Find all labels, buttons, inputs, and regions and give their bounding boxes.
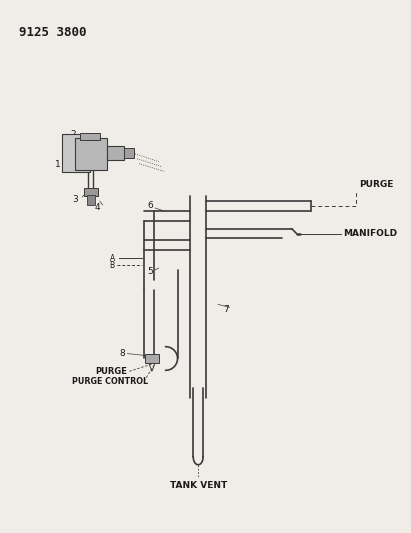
Text: 8: 8 [120,349,125,358]
Text: B: B [110,261,115,270]
Text: 7: 7 [223,305,229,314]
Bar [87,195,95,205]
Text: A: A [110,254,115,263]
Bar [125,148,134,158]
Text: 2: 2 [70,130,76,139]
Text: TANK VENT: TANK VENT [170,481,227,489]
Text: 9125 3800: 9125 3800 [19,26,87,39]
Text: 4: 4 [95,204,100,213]
Text: 1: 1 [55,160,60,169]
Text: MANIFOLD: MANIFOLD [343,229,397,238]
Text: 3: 3 [72,195,78,204]
Bar [75,138,107,169]
Text: PURGE: PURGE [360,180,394,189]
Bar [107,146,125,160]
Text: PURGE CONTROL: PURGE CONTROL [72,377,148,386]
Bar [62,134,90,172]
Bar [84,188,98,196]
Bar [80,133,100,140]
Bar [145,353,159,364]
Text: 5: 5 [147,268,153,277]
Text: 6: 6 [147,201,153,211]
Text: PURGE: PURGE [95,367,127,376]
